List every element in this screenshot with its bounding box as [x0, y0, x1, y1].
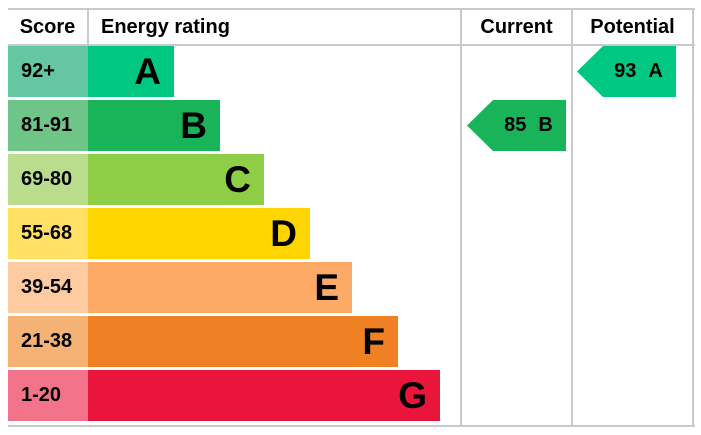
potential-rating-arrow: 93 A	[577, 46, 676, 97]
right-border-line	[692, 8, 694, 427]
band-bar-c: C	[88, 154, 264, 205]
band-bar-b: B	[88, 100, 220, 151]
score-range-cell-g: 1-20	[8, 370, 88, 421]
divider-current-potential	[571, 8, 573, 427]
score-range-cell-d: 55-68	[8, 208, 88, 259]
band-bar-a: A	[88, 46, 174, 97]
band-bar-e: E	[88, 262, 352, 313]
score-range-cell-e: 39-54	[8, 262, 88, 313]
band-bar-f: F	[88, 316, 398, 367]
score-column-header: Score	[19, 15, 76, 38]
potential-column-header: Potential	[590, 15, 675, 38]
header-underline	[8, 44, 695, 46]
divider-rating-current	[460, 8, 462, 427]
energy-rating-column-header: Energy rating	[101, 15, 230, 38]
divider-score-rating	[87, 8, 89, 44]
score-range-cell-a: 92+	[8, 46, 88, 97]
score-range-cell-c: 69-80	[8, 154, 88, 205]
band-bar-g: G	[88, 370, 440, 421]
top-border-line	[8, 8, 695, 10]
band-bar-d: D	[88, 208, 310, 259]
potential-rating-band: A	[648, 60, 663, 82]
score-range-cell-b: 81-91	[8, 100, 88, 151]
bottom-border-line	[8, 425, 695, 427]
potential-rating-value: 93	[614, 60, 637, 82]
current-rating-arrow: 85 B	[467, 100, 566, 151]
current-column-header: Current	[480, 15, 553, 38]
current-rating-value: 85	[504, 114, 527, 136]
current-rating-band: B	[538, 114, 553, 136]
score-range-cell-f: 21-38	[8, 316, 88, 367]
